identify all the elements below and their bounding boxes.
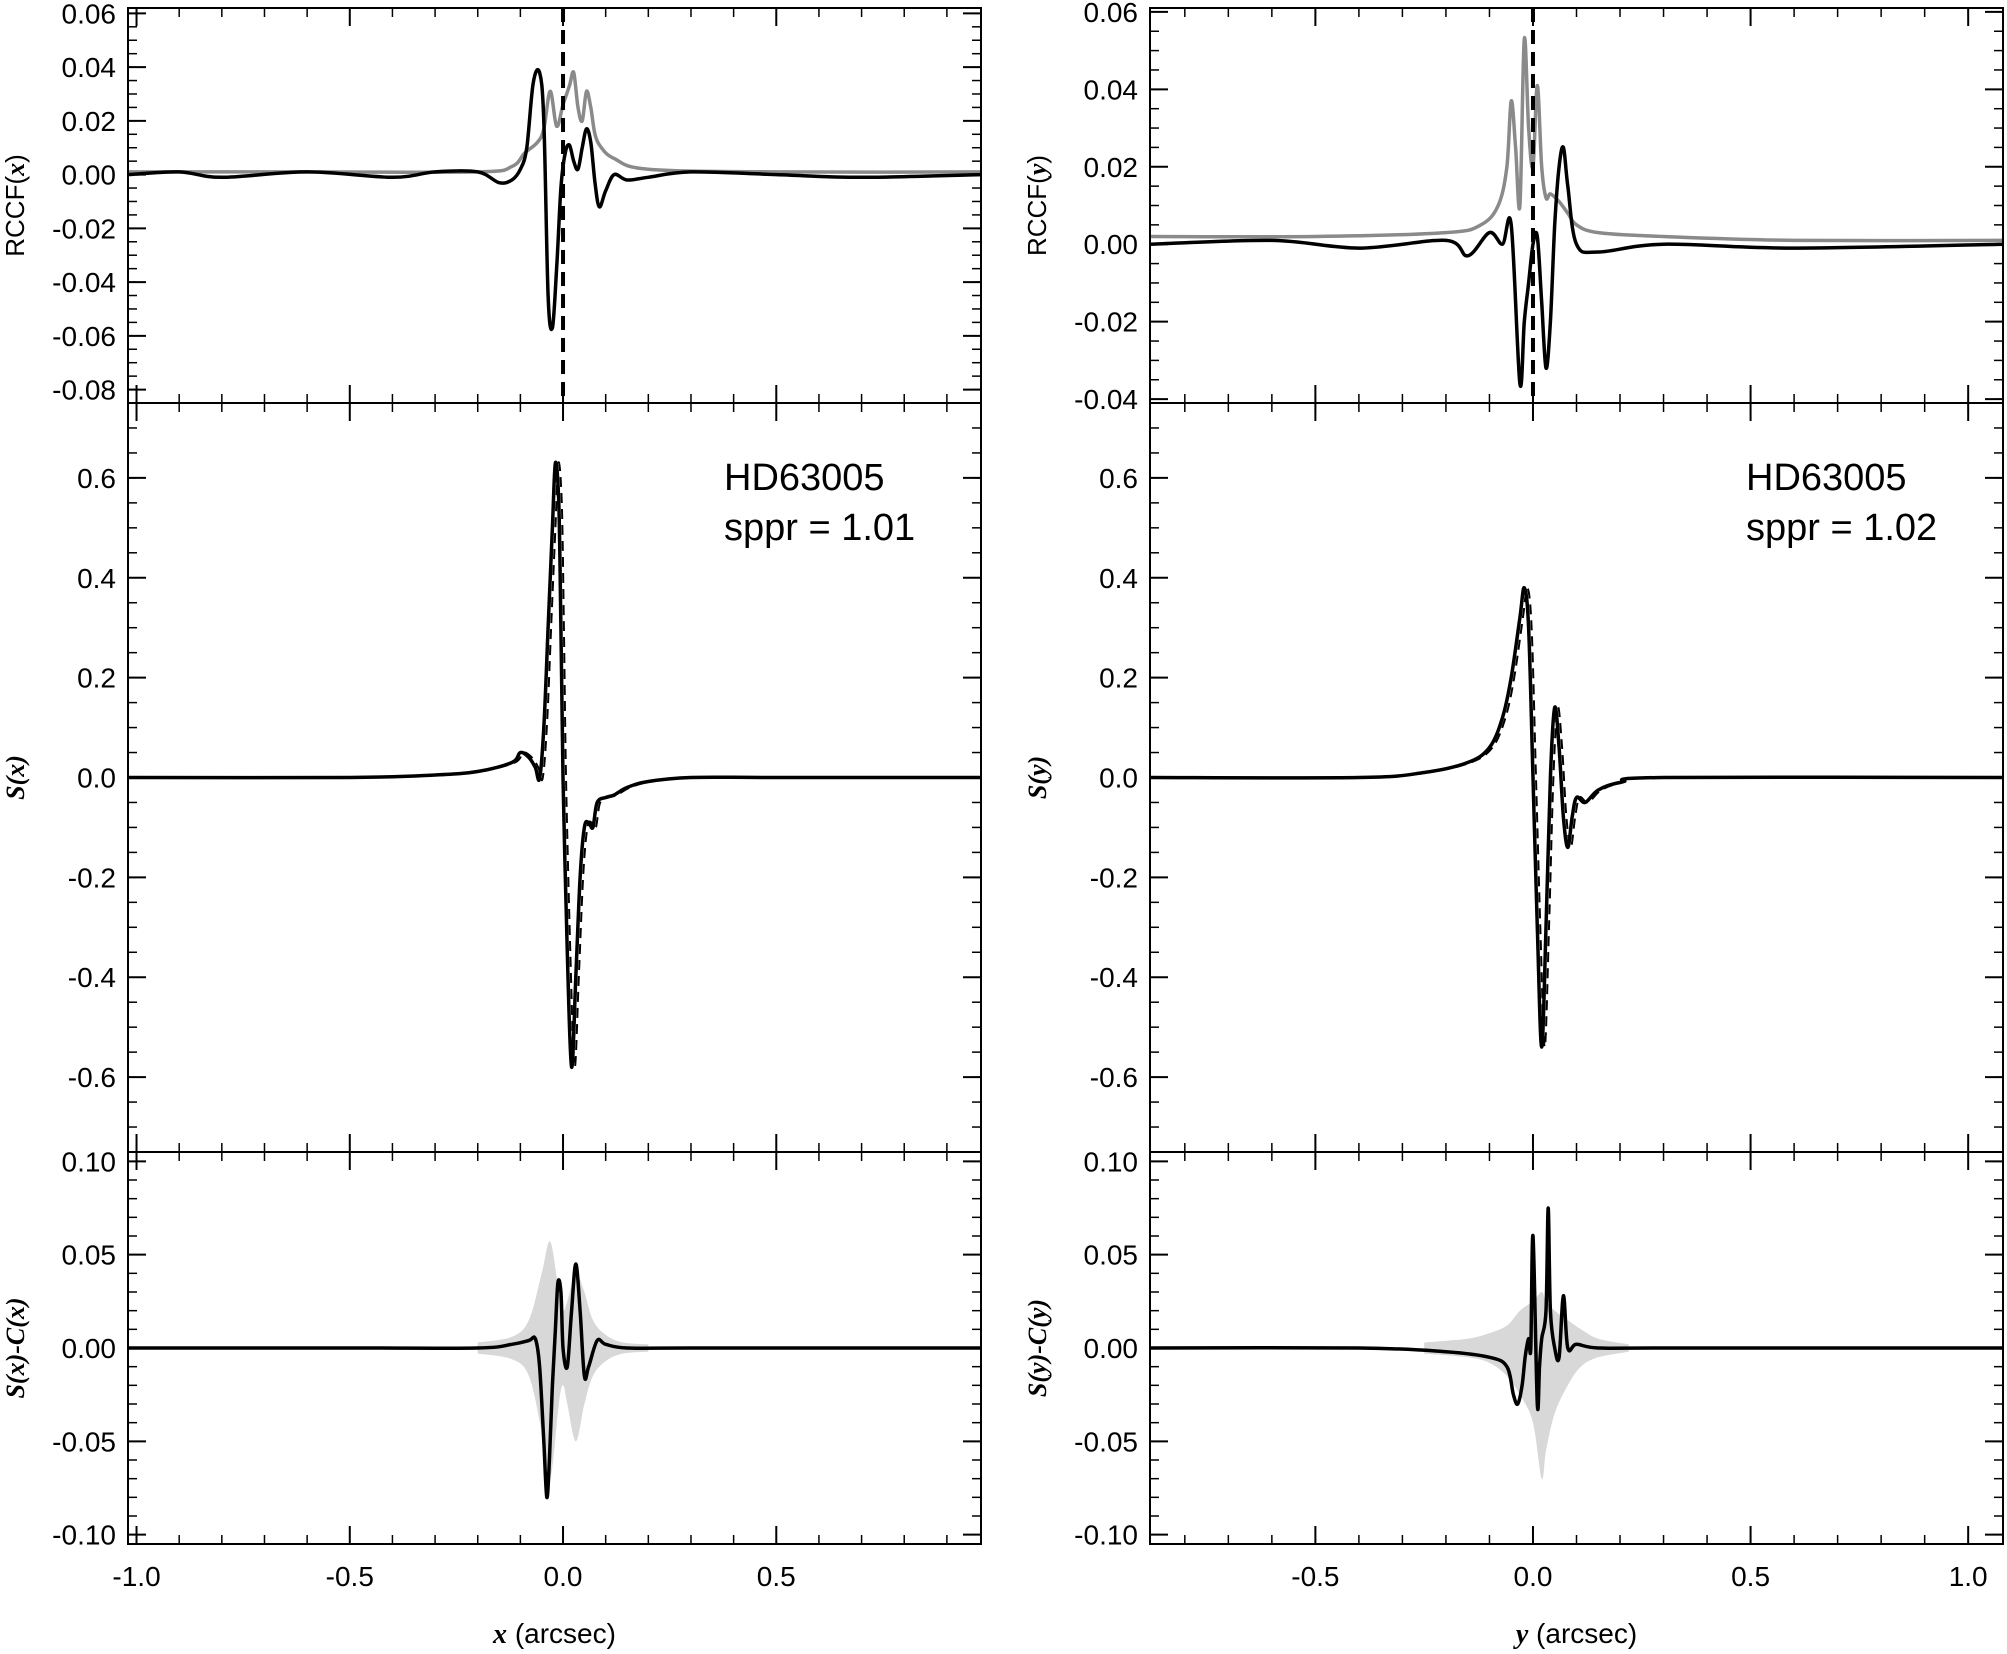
y-tick-label: 0.0 <box>1099 763 1138 794</box>
series-line-black <box>1150 1206 2003 1412</box>
panel-residual-y: -0.10 -0.05 0.00 0.05 0.10 S(y)-C(y) <box>1023 1146 2004 1551</box>
panel-rccf-y: -0.04 -0.02 0.00 0.02 0.04 0.06 RCCF(y) <box>1022 0 2004 415</box>
y-tick-label: -0.05 <box>1074 1426 1138 1457</box>
x-tick-label: -1.0 <box>112 1561 160 1592</box>
y-tick-label: 0.05 <box>62 1240 117 1271</box>
y-tick-label: -0.02 <box>1074 307 1138 338</box>
plot-area <box>128 460 981 1069</box>
y-axis-label: RCCF(y) <box>1022 155 1052 256</box>
panel-signal-x: -0.6 -0.4 -0.2 0.0 0.2 0.4 0.6 S(x) <box>1 402 982 1153</box>
model-dashed-line <box>130 461 981 1069</box>
plot-area <box>1150 586 2003 1049</box>
y-tick-label: 0.06 <box>1084 0 1139 28</box>
annotation-star-name: HD63005 <box>724 457 885 499</box>
y-axis: -0.6 -0.4 -0.2 0.0 0.2 0.4 0.6 <box>68 402 981 1153</box>
x-tick-label: -0.5 <box>1291 1561 1339 1592</box>
y-tick-label: -0.02 <box>52 213 116 244</box>
y-tick-label: -0.2 <box>1090 862 1138 893</box>
plot-area <box>1150 1206 2003 1480</box>
x-tick-label: 1.0 <box>1949 1561 1988 1592</box>
y-tick-label: 0.00 <box>62 160 117 191</box>
y-tick-label: -0.6 <box>68 1062 116 1093</box>
y-tick-label: -0.4 <box>1090 962 1138 993</box>
x-axis <box>135 8 948 403</box>
y-tick-label: 0.6 <box>1099 463 1138 494</box>
y-tick-label: 0.00 <box>62 1333 117 1364</box>
plot-area <box>128 1241 981 1500</box>
y-tick-label: 0.06 <box>62 0 117 29</box>
y-tick-label: 0.2 <box>77 663 116 694</box>
y-tick-label: -0.06 <box>52 321 116 352</box>
y-axis-label: S(y) <box>1023 756 1052 799</box>
y-tick-label: 0.00 <box>1084 1333 1139 1364</box>
x-tick-label: 0.0 <box>1514 1561 1553 1592</box>
x-axis <box>1184 403 1970 1152</box>
annotation-sppr: sppr = 1.01 <box>724 507 915 549</box>
series-line-grey <box>1150 35 2003 243</box>
y-tick-label: 0.6 <box>77 463 116 494</box>
y-tick-label: 0.04 <box>1084 74 1139 105</box>
y-tick-label: -0.4 <box>68 962 116 993</box>
uncertainty-band <box>1424 1292 1629 1480</box>
y-axis: -0.08 -0.06 -0.04 -0.02 0.00 0.02 0.04 0.06 <box>52 0 981 406</box>
y-tick-label: 0.2 <box>1099 663 1138 694</box>
y-tick-label: -0.08 <box>52 375 116 406</box>
series-line-black <box>128 68 981 332</box>
plot-area <box>1150 8 2003 403</box>
x-tick-label: 0.5 <box>1731 1561 1770 1592</box>
y-tick-label: 0.4 <box>77 563 116 594</box>
plot-area <box>128 8 981 403</box>
series-line-black <box>128 460 981 1069</box>
y-axis-label: S(x)-C(x) <box>1 1297 30 1398</box>
x-axis-label: y (arcsec) <box>1513 1618 1637 1650</box>
x-axis <box>1184 1152 1970 1544</box>
x-axis <box>135 1152 948 1544</box>
y-tick-label: -0.2 <box>68 862 116 893</box>
y-tick-label: -0.6 <box>1090 1062 1138 1093</box>
y-tick-label: 0.02 <box>62 106 117 137</box>
y-tick-label: -0.04 <box>1074 384 1138 415</box>
x-axis <box>135 403 948 1152</box>
model-dashed-line <box>1152 586 2003 1049</box>
y-tick-label: 0.10 <box>62 1146 117 1177</box>
x-axis-label: x (arcsec) <box>492 1618 616 1650</box>
series-line-black <box>1150 145 2003 389</box>
y-tick-label: 0.05 <box>1084 1240 1139 1271</box>
y-axis: -0.10 -0.05 0.00 0.05 0.10 <box>1074 1146 2003 1551</box>
panel-frame <box>1149 7 2004 404</box>
panel-residual-x: -0.10 -0.05 0.00 0.05 0.10 S(x)-C(x) <box>1 1146 982 1551</box>
y-tick-label: -0.05 <box>52 1426 116 1457</box>
y-tick-label: -0.10 <box>52 1520 116 1551</box>
y-axis-label: RCCF(x) <box>0 154 30 257</box>
x-axis <box>1184 8 1970 403</box>
x-tick-label: 0.5 <box>757 1561 796 1592</box>
y-tick-label: -0.10 <box>1074 1520 1138 1551</box>
y-tick-label: 0.02 <box>1084 152 1139 183</box>
annotation-sppr: sppr = 1.02 <box>1746 507 1937 549</box>
y-axis-label: S(x) <box>1 755 30 800</box>
series-line-black <box>1150 586 2003 1049</box>
y-axis: -0.04 -0.02 0.00 0.02 0.04 0.06 <box>1074 0 2003 415</box>
y-tick-label: 0.0 <box>77 763 116 794</box>
panel-frame <box>127 7 982 404</box>
x-tick-label: 0.0 <box>544 1561 583 1592</box>
series-line-grey <box>128 70 981 175</box>
y-tick-label: 0.10 <box>1084 1146 1139 1177</box>
column-x: -0.08 -0.06 -0.04 -0.02 0.00 0.02 0.04 0.06 RCCF… <box>0 0 982 1650</box>
x-tick-label: -0.5 <box>326 1561 374 1592</box>
panel-rccf-x: -0.08 -0.06 -0.04 -0.02 0.00 0.02 0.04 0.06 RCCF… <box>0 0 982 406</box>
y-axis: -0.10 -0.05 0.00 0.05 0.10 <box>52 1146 981 1551</box>
y-tick-label: -0.04 <box>52 267 116 298</box>
series-line-black <box>128 1262 981 1500</box>
y-axis-label: S(y)-C(y) <box>1023 1299 1052 1397</box>
column-y: -0.04-0.020.000.020.040.06RCCF(y)-0.6-0.… <box>1022 0 2004 1650</box>
y-tick-label: 0.04 <box>62 52 117 83</box>
y-tick-label: 0.4 <box>1099 563 1138 594</box>
y-axis: -0.6 -0.4 -0.2 0.0 0.2 0.4 0.6 <box>1090 402 2003 1153</box>
y-tick-label: 0.00 <box>1084 229 1139 260</box>
annotation-star-name: HD63005 <box>1746 457 1907 499</box>
